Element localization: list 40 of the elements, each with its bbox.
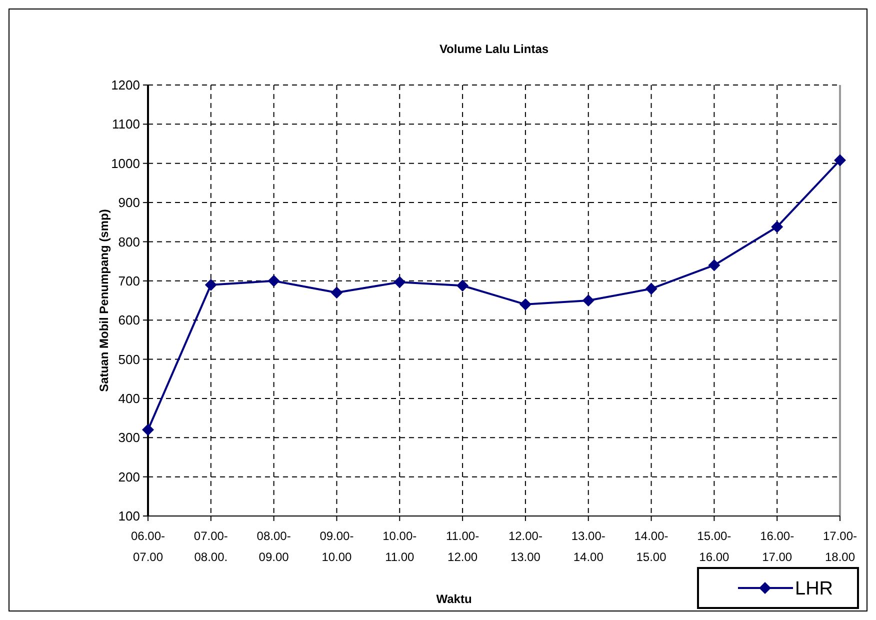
x-tick-label: 09.00-10.00 [320, 529, 354, 564]
y-tick-label: 900 [118, 195, 140, 210]
point [204, 278, 217, 291]
chart-title: Volume Lalu Lintas [439, 42, 549, 56]
y-tick-label: 1100 [112, 116, 140, 132]
x-tick-label: 06.00-07.00 [130, 529, 166, 564]
point [519, 298, 532, 310]
y-tick-label: 300 [118, 430, 140, 446]
point [142, 424, 154, 436]
x-axis-title: Waktu [436, 592, 472, 606]
point [330, 286, 343, 299]
legend-label: LHR [795, 578, 834, 600]
x-tick-label: 10.00-11.00 [382, 529, 417, 564]
y-tick-label: 1000 [111, 156, 140, 171]
y-tick-label: 200 [118, 469, 140, 484]
point [394, 276, 406, 288]
x-tick-label: 15.00-16.00 [697, 529, 732, 564]
y-tick-label: 500 [118, 352, 140, 367]
point [268, 274, 280, 287]
point [834, 154, 846, 166]
y-tick-label: 1200 [111, 78, 140, 93]
y-tick-label: 400 [118, 391, 140, 406]
x-tick-label: 16.00-17.00 [760, 529, 794, 564]
y-tick-label: 100 [118, 508, 140, 524]
y-axis-title: Satuan Mobil Penumpang (smp) [97, 209, 111, 392]
x-tick-label: 07.00-08.00. [194, 529, 228, 564]
x-tick-label: 17.00-18.00 [822, 529, 858, 564]
x-tick-label: 11.00-12.00 [446, 529, 480, 564]
x-tick-label: 13.00-14.00 [571, 529, 606, 564]
x-tick-label: 14.00-15.00 [634, 529, 668, 564]
x-tick-label: 08.00-09.00 [256, 529, 291, 564]
point [456, 280, 469, 292]
y-tick-label: 800 [118, 234, 140, 250]
point [645, 282, 658, 295]
point [771, 220, 784, 233]
y-tick-label: 600 [118, 312, 140, 328]
point [708, 259, 720, 272]
y-tick-label: 700 [118, 273, 140, 288]
point [582, 294, 594, 306]
x-tick-label: 12.00-13.00 [508, 529, 542, 564]
